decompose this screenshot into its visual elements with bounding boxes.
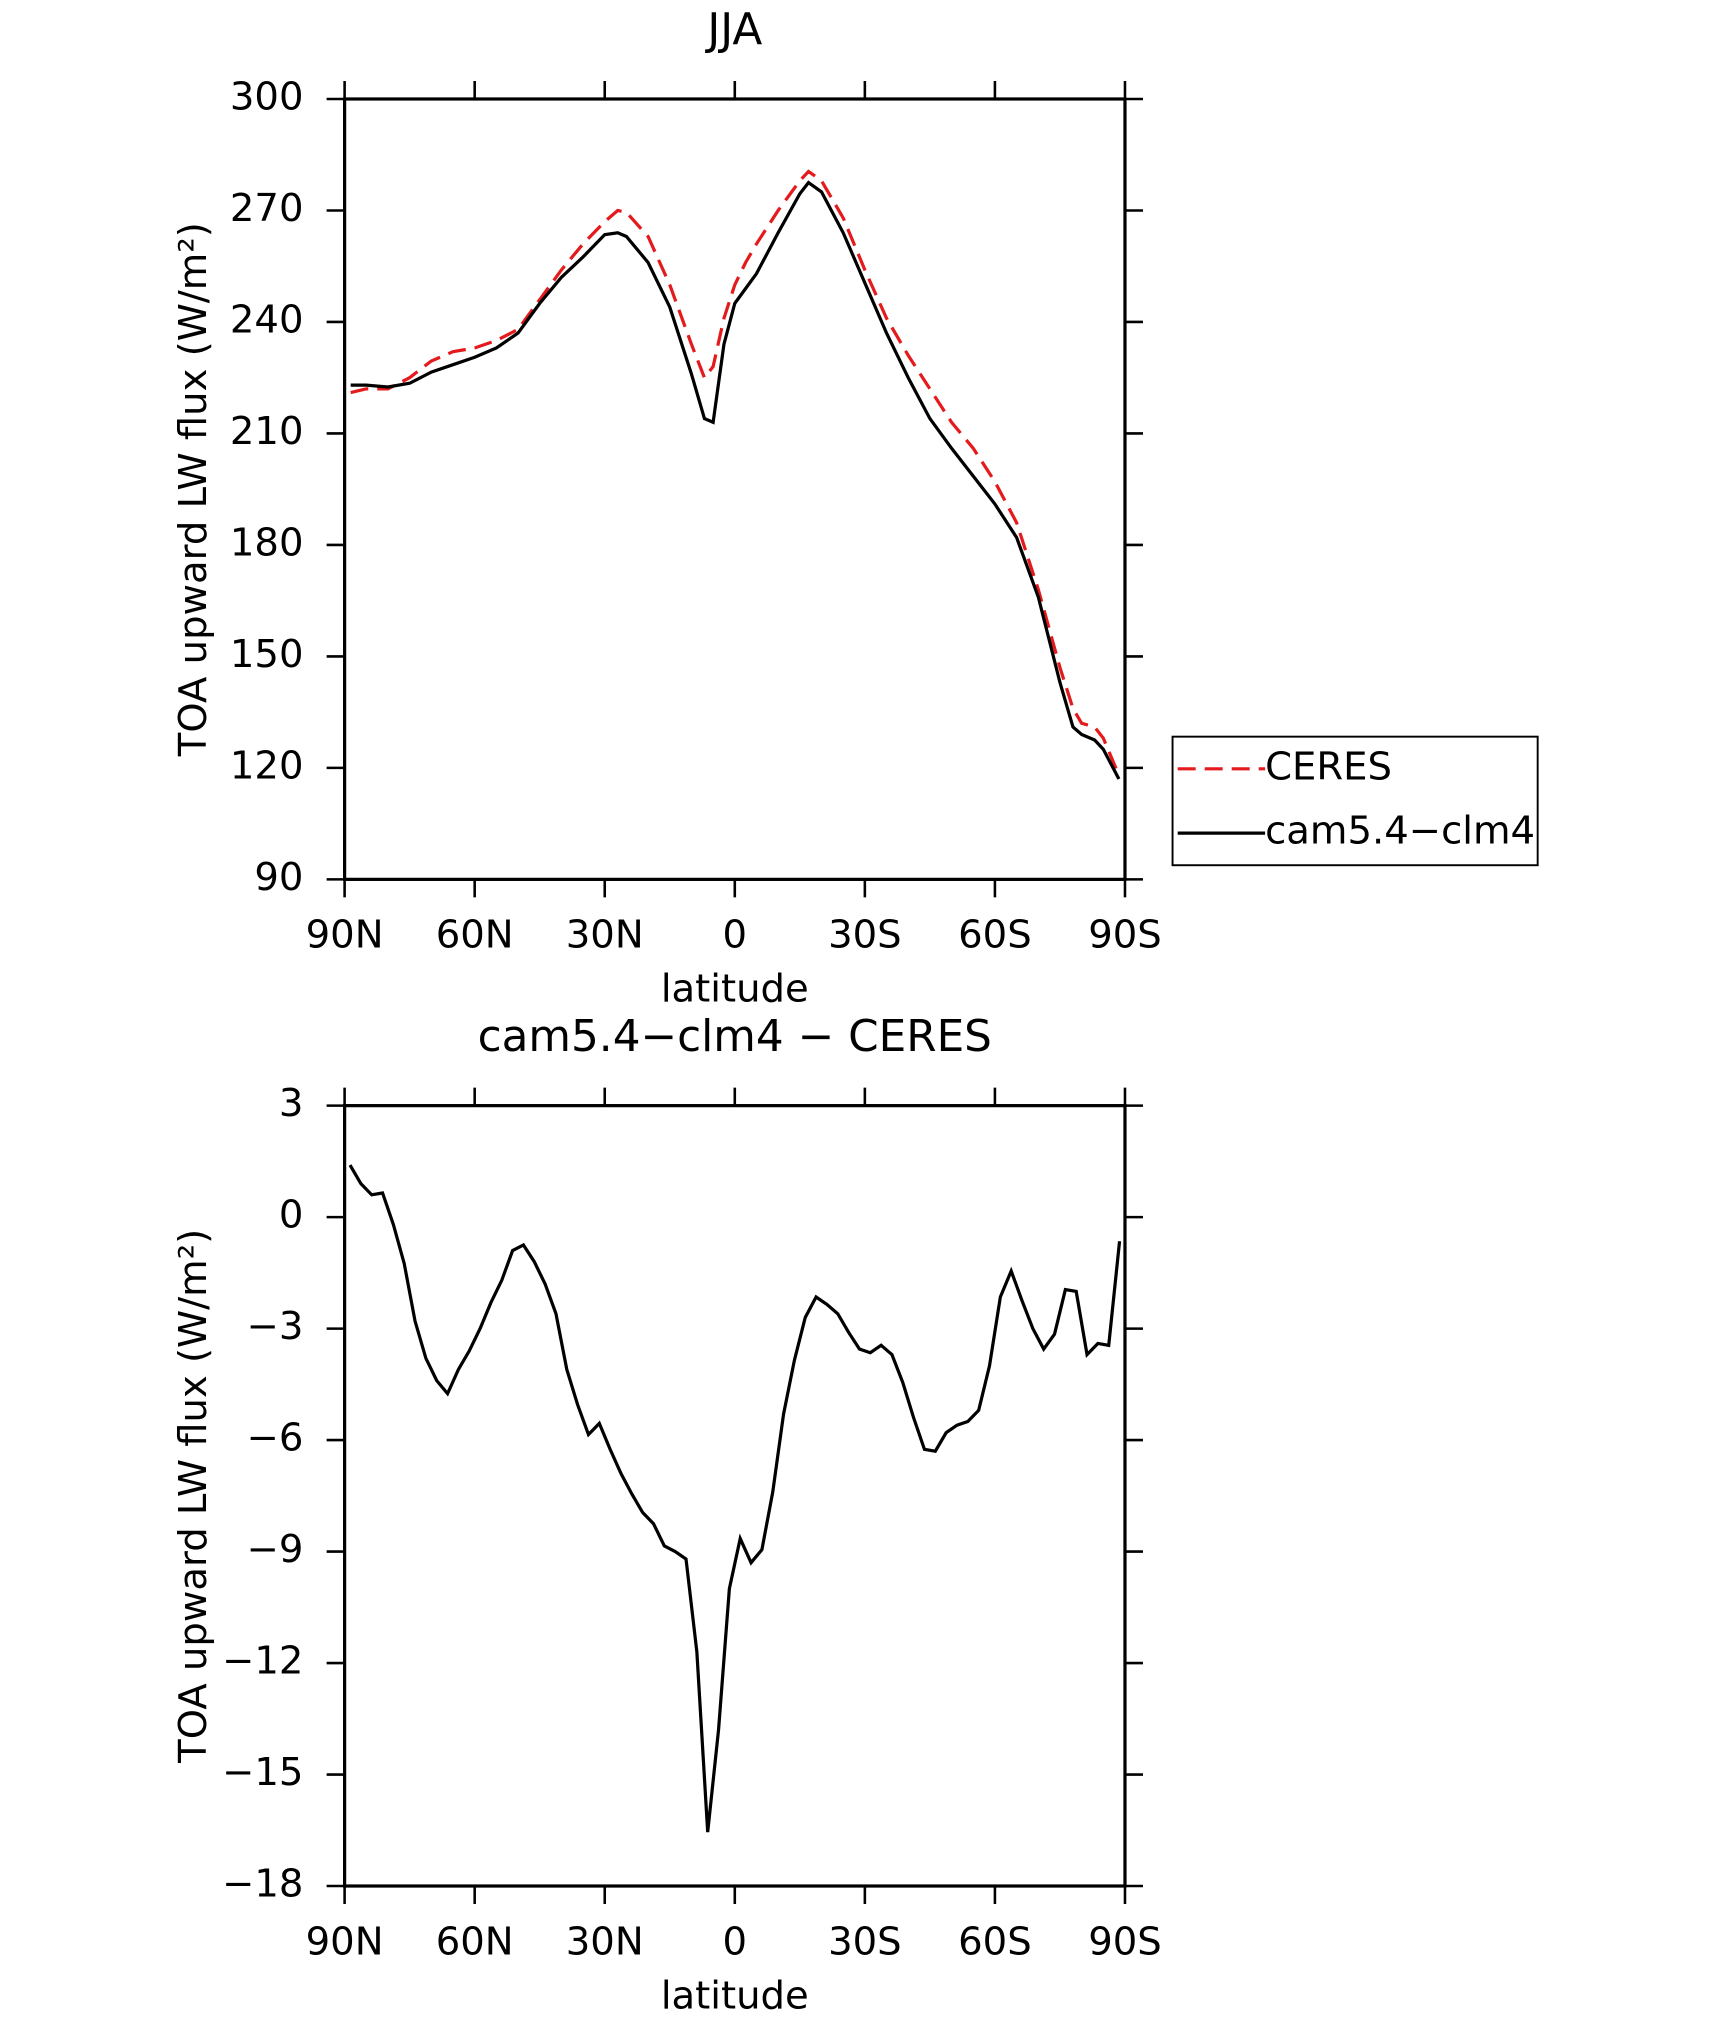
y-tick-label: 0 bbox=[279, 1193, 304, 1238]
y-tick-label: 270 bbox=[230, 186, 304, 231]
data-line bbox=[350, 180, 1121, 780]
y-tick-label: −12 bbox=[222, 1639, 303, 1684]
x-tick-label: 30S bbox=[828, 1919, 902, 1964]
x-tick-label: 60N bbox=[436, 1919, 514, 1964]
x-tick-label: 30S bbox=[828, 913, 902, 958]
data-line bbox=[348, 1164, 1122, 1833]
chart-title: JJA bbox=[704, 4, 762, 55]
data-line bbox=[350, 169, 1121, 776]
y-axis-label: TOA upward LW flux (W/m²) bbox=[171, 222, 216, 757]
y-tick-label: 180 bbox=[230, 520, 304, 565]
x-axis-label: latitude bbox=[661, 1973, 809, 2018]
y-tick-label: −6 bbox=[247, 1416, 304, 1461]
x-tick-label: 0 bbox=[723, 913, 748, 958]
x-axis-label: latitude bbox=[661, 967, 809, 1012]
x-tick-label: 30N bbox=[566, 1919, 644, 1964]
legend-box bbox=[1171, 735, 1539, 867]
y-tick-label: 120 bbox=[230, 743, 304, 788]
x-tick-label: 60S bbox=[958, 913, 1032, 958]
x-tick-label: 90S bbox=[1088, 913, 1162, 958]
y-axis-label: TOA upward LW flux (W/m²) bbox=[171, 1229, 216, 1764]
x-tick-label: 30N bbox=[566, 913, 644, 958]
y-tick-label: 90 bbox=[254, 855, 303, 900]
x-tick-label: 90S bbox=[1088, 1919, 1162, 1964]
y-tick-label: 240 bbox=[230, 297, 304, 342]
legend: CERES cam5.4−clm4 bbox=[1171, 735, 1539, 867]
y-tick-label: 150 bbox=[230, 632, 304, 677]
x-tick-label: 60S bbox=[958, 1919, 1032, 1964]
x-tick-label: 90N bbox=[306, 1919, 384, 1964]
legend-label: CERES bbox=[1265, 744, 1392, 789]
plot-frame bbox=[343, 1104, 1127, 1888]
y-tick-label: −15 bbox=[222, 1750, 303, 1795]
legend-label: cam5.4−clm4 bbox=[1265, 809, 1535, 854]
y-tick-label: −3 bbox=[247, 1304, 304, 1349]
y-tick-label: −9 bbox=[247, 1527, 304, 1572]
x-tick-label: 60N bbox=[436, 913, 514, 958]
x-tick-label: 0 bbox=[723, 1919, 748, 1964]
plot-frame bbox=[343, 97, 1127, 881]
y-tick-label: 300 bbox=[230, 74, 304, 119]
chart-title: cam5.4−clm4 − CERES bbox=[478, 1011, 992, 1062]
x-tick-label: 90N bbox=[306, 913, 384, 958]
y-tick-label: −18 bbox=[222, 1862, 303, 1907]
y-tick-label: 210 bbox=[230, 409, 304, 454]
y-tick-label: 3 bbox=[279, 1081, 304, 1126]
